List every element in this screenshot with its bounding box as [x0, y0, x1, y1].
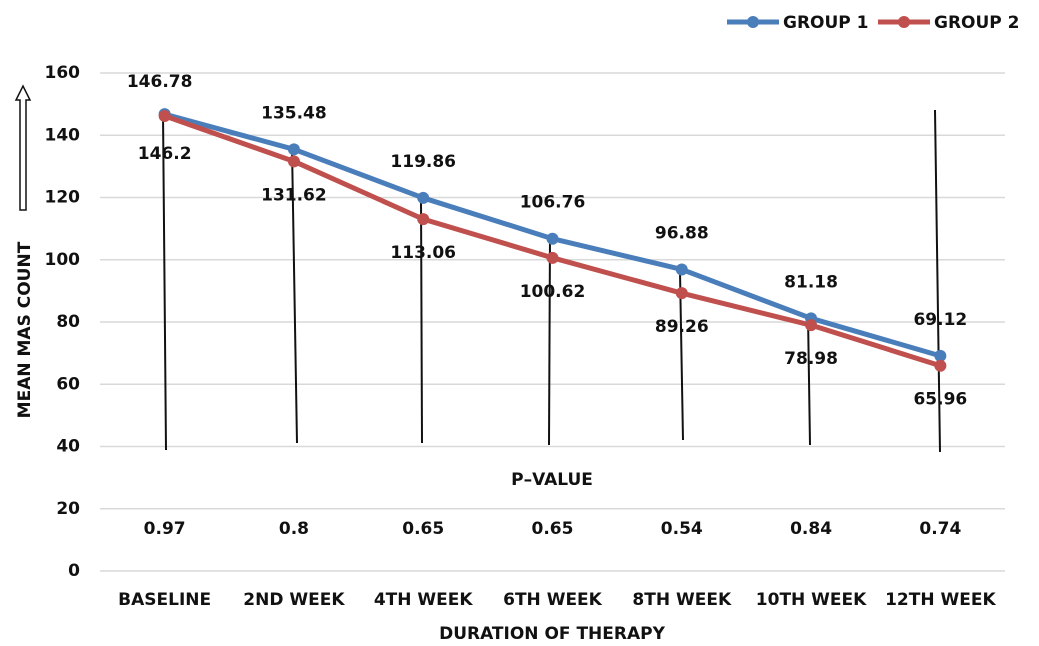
annotation: P–VALUE [511, 470, 593, 490]
drop-line [162, 112, 167, 451]
point [417, 213, 430, 226]
data-label: 81.18 [784, 272, 838, 292]
legend-marker [747, 16, 759, 28]
point [805, 319, 818, 332]
x-tick-label: 2ND WEEK [243, 590, 345, 610]
data-label: 96.88 [655, 223, 709, 243]
x-tick-label: 12TH WEEK [885, 590, 996, 610]
point [546, 251, 559, 264]
data-label: 131.62 [261, 185, 327, 205]
point [675, 287, 688, 300]
y-tick-label: 120 [45, 188, 81, 208]
y-axis-arrow [14, 84, 32, 211]
data-label: 100.62 [520, 282, 586, 302]
y-tick-label: 0 [68, 561, 80, 581]
data-label: 106.76 [520, 193, 586, 213]
y-tick-label: 60 [56, 374, 80, 394]
point [546, 232, 559, 245]
drop-line [420, 195, 423, 444]
p-value: 0.74 [919, 519, 961, 539]
p-value: 0.84 [790, 519, 832, 539]
point [287, 143, 300, 156]
drop-line [291, 147, 298, 444]
data-label: 113.06 [390, 243, 456, 263]
data-label: 65.96 [913, 390, 967, 410]
y-axis-title: MEAN MAS COUNT [15, 241, 35, 418]
legend-label: GROUP 2 [934, 13, 1020, 33]
point [417, 191, 430, 204]
x-tick-label: 6TH WEEK [503, 590, 603, 610]
x-axis-title: DURATION OF THERAPY [439, 624, 665, 644]
x-tick-label: 10TH WEEK [756, 590, 867, 610]
point [158, 109, 171, 122]
legend-label: GROUP 1 [783, 13, 869, 33]
data-label: 146.78 [127, 72, 193, 92]
p-value: 0.65 [532, 519, 574, 539]
data-label: 135.48 [261, 103, 327, 123]
y-tick-label: 140 [45, 125, 81, 145]
y-tick-label: 20 [56, 499, 80, 519]
data-label: 78.98 [784, 349, 838, 369]
point [934, 349, 947, 362]
p-value: 0.8 [279, 519, 309, 539]
p-value: 0.54 [661, 519, 703, 539]
y-tick-label: 80 [56, 312, 80, 332]
drop-line [679, 271, 684, 441]
x-tick-label: 4TH WEEK [374, 590, 474, 610]
data-label: 89.26 [655, 317, 709, 337]
data-label: 69.12 [913, 310, 967, 330]
legend-marker [898, 16, 910, 28]
data-label: 146.2 [138, 144, 192, 164]
data-label: 119.86 [390, 152, 456, 172]
x-tick-label: BASELINE [118, 590, 211, 610]
p-value: 0.97 [144, 519, 186, 539]
drop-line [934, 109, 941, 453]
y-tick-label: 160 [45, 63, 81, 83]
point [934, 359, 947, 372]
point [675, 263, 688, 276]
p-value: 0.65 [402, 519, 444, 539]
y-tick-label: 100 [45, 250, 81, 270]
drop-line [807, 314, 811, 446]
drop-line [548, 236, 551, 446]
y-tick-label: 40 [56, 437, 80, 457]
point [287, 155, 300, 168]
x-tick-label: 8TH WEEK [632, 590, 732, 610]
